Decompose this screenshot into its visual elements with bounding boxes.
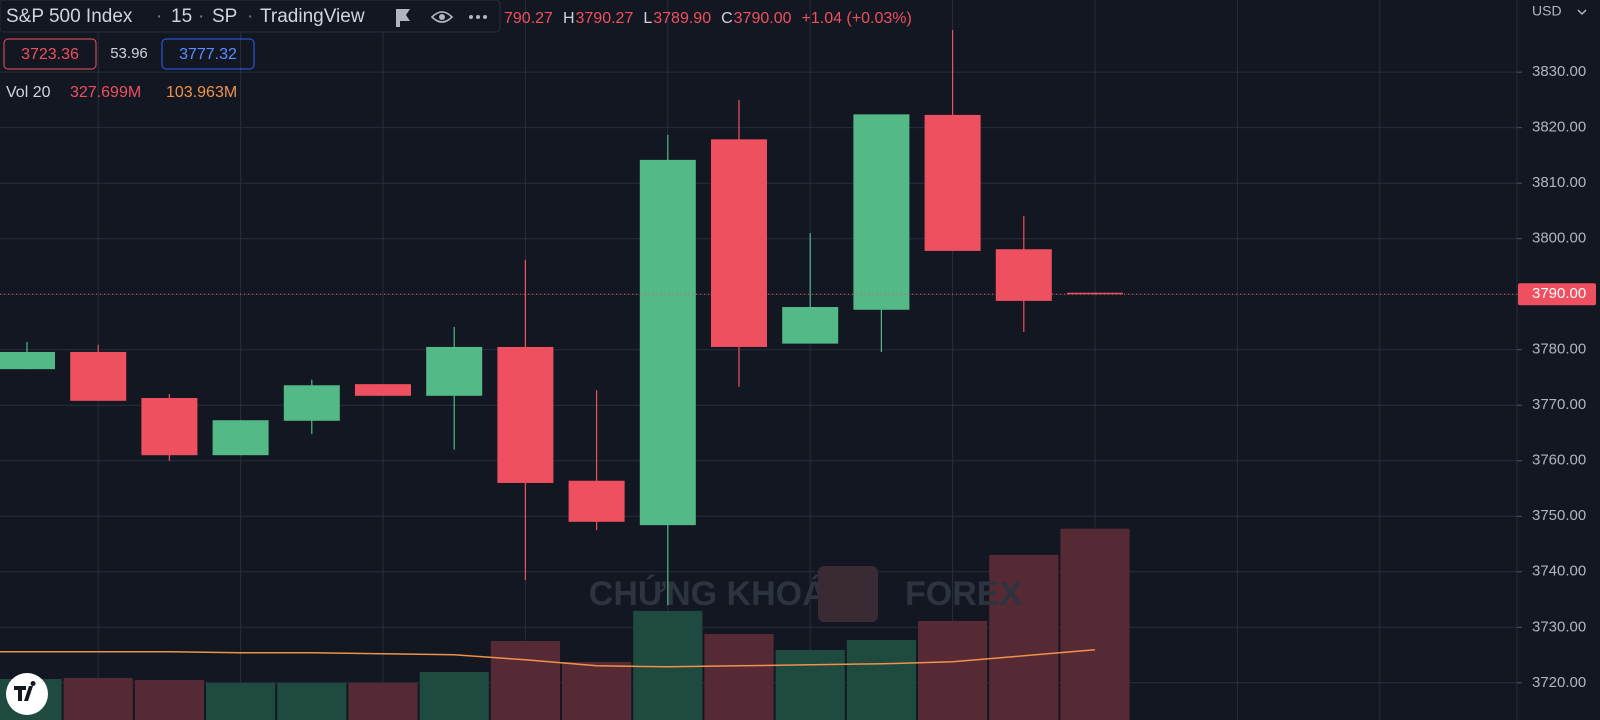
separator: ·: [247, 6, 253, 27]
volume-bar: [562, 661, 632, 720]
candle-body: [426, 346, 483, 396]
volume-label[interactable]: Vol 20: [6, 84, 51, 101]
y-tick-label: 3740.00: [1532, 563, 1586, 580]
indicator-value: 53.96: [110, 45, 148, 62]
candle-body: [1067, 292, 1123, 295]
volume-ma: 103.963M: [166, 84, 237, 101]
volume-bar: [775, 650, 845, 720]
source: TradingView: [260, 6, 365, 27]
visibility-icon[interactable]: [430, 11, 454, 23]
candle-body: [141, 398, 198, 456]
tv-logo-mark: [14, 681, 36, 701]
more-icon[interactable]: [469, 15, 487, 19]
dot: [483, 15, 487, 19]
y-tick-label: 3760.00: [1532, 452, 1586, 469]
volume-bar: [134, 679, 204, 720]
y-tick-label: 3730.00: [1532, 618, 1586, 635]
candle-body: [355, 384, 411, 396]
last-price-tag: [1518, 283, 1596, 306]
candle-body: [995, 249, 1052, 301]
ohlc-value: 3789.90: [653, 10, 711, 27]
candle-body: [853, 114, 910, 310]
dot: [476, 15, 480, 19]
ohlc-value: 790.27: [504, 10, 553, 27]
ohlc-value: +1.04 (+0.03%): [802, 10, 912, 27]
ohlc-value: 3790.00: [734, 10, 792, 27]
flag-icon[interactable]: [396, 9, 410, 27]
dot: [469, 15, 473, 19]
candle-body: [568, 480, 625, 522]
y-tick-label: 3810.00: [1532, 174, 1586, 191]
candle-body: [0, 351, 55, 370]
candle-body: [283, 385, 340, 421]
indicator-box[interactable]: [3, 38, 97, 70]
interval[interactable]: 15: [171, 6, 192, 27]
candles: [0, 29, 1517, 606]
legend-box: [0, 0, 501, 33]
watermark-logo: [818, 566, 878, 622]
exchange: SP: [212, 6, 237, 27]
volume-bar: [348, 683, 418, 720]
y-tick-label: 3750.00: [1532, 507, 1586, 524]
watermark-text: CHỨNG KHOÁN: [589, 575, 851, 613]
indicator-value: 3777.32: [179, 46, 237, 63]
volume-bar: [490, 640, 560, 720]
volume-bar: [277, 683, 347, 720]
y-tick-label: 3780.00: [1532, 341, 1586, 358]
candle-body: [497, 346, 554, 483]
price-axis: USD 3720.00 3730.00 3740.00 3750.00 3760.00 3…: [1516, 0, 1596, 720]
ohlc-key: H: [563, 10, 575, 27]
volume-bar: [633, 610, 703, 720]
volume-last: 327.699M: [70, 84, 141, 101]
volume-bar: [846, 639, 916, 720]
watermark-text: FOREX: [905, 575, 1022, 613]
candle-body: [639, 159, 696, 526]
y-tick-label: 3820.00: [1532, 119, 1586, 136]
y-tick-label: 3830.00: [1532, 63, 1586, 80]
volume-bar: [419, 671, 489, 720]
visibility-icon[interactable]: [439, 14, 445, 20]
candle-body: [70, 351, 127, 401]
ohlc-value: 3790.27: [576, 10, 634, 27]
ohlc-legend: 790.27 H 3790.27 L 3789.90 C 3790.00 +1.04 (+0.…: [504, 10, 912, 27]
last-price-label: 3790.00: [1532, 285, 1586, 302]
indicator-value: 3723.36: [21, 46, 79, 63]
indicator-box[interactable]: [161, 38, 255, 70]
volume-bar: [1060, 528, 1130, 720]
currency[interactable]: USD: [1532, 3, 1562, 19]
volume-bar: [63, 677, 133, 720]
separator: ·: [156, 6, 162, 27]
currency-dropdown[interactable]: [1577, 9, 1587, 16]
y-tick-label: 3720.00: [1532, 674, 1586, 691]
candle-body: [782, 306, 839, 344]
volume-bar: [918, 620, 988, 720]
symbol[interactable]: S&P 500 Index: [6, 6, 133, 27]
volume-ma-line: [0, 649, 1096, 668]
ohlc-key: C: [721, 10, 733, 27]
y-tick-label: 3800.00: [1532, 230, 1586, 247]
y-tick-label: 3770.00: [1532, 396, 1586, 413]
candle-body: [711, 139, 767, 347]
volume-bar: [989, 554, 1059, 720]
ohlc-key: L: [643, 10, 652, 27]
volume-bar: [206, 683, 276, 720]
candle-body: [924, 114, 981, 251]
volume-bar: [704, 633, 774, 720]
volume-pane: [0, 528, 1130, 720]
separator: ·: [198, 6, 204, 27]
candle-body: [212, 420, 269, 456]
watermark: CHỨNG KHOÁN FOREX: [589, 566, 1022, 622]
